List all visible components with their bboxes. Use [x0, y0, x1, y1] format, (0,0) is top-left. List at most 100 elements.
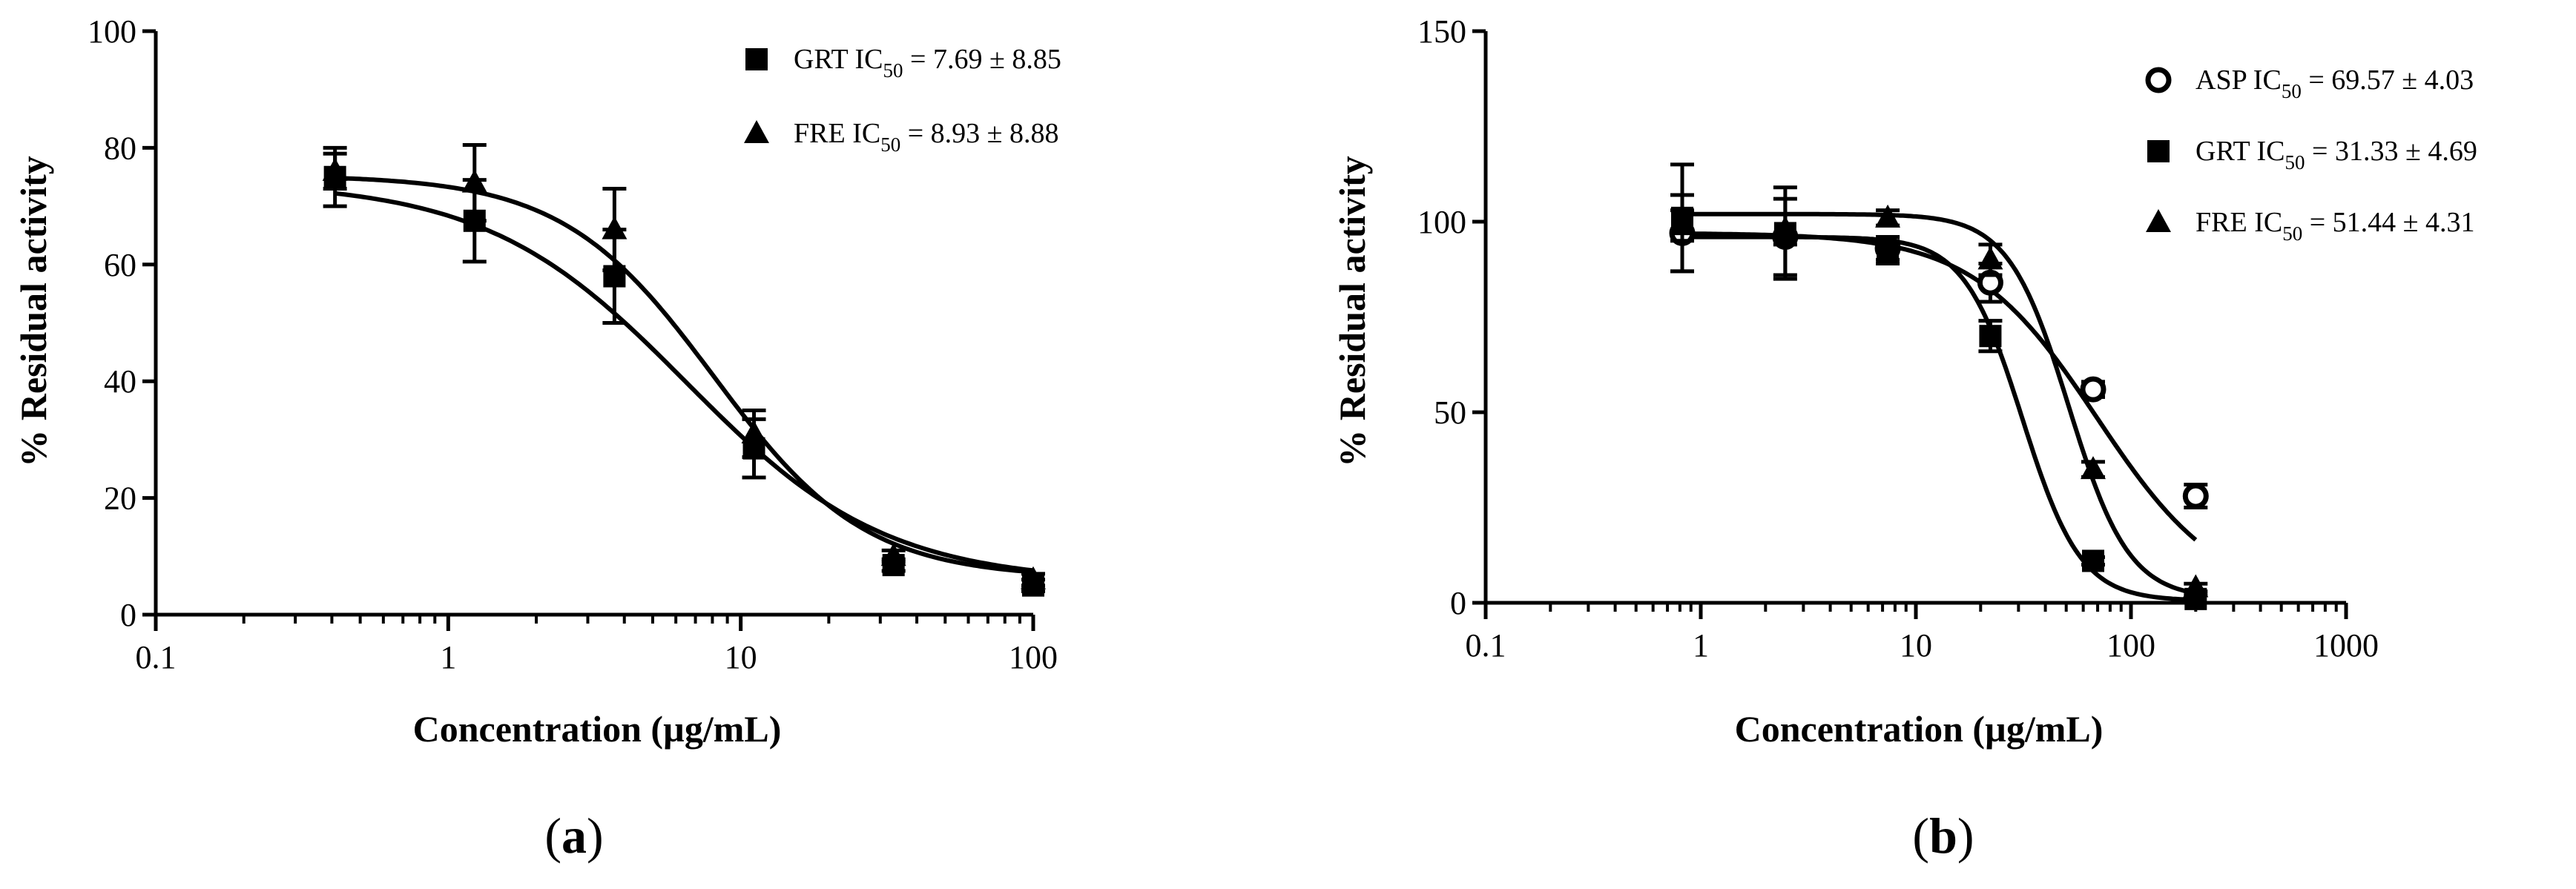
- legend-label-subscript: 50: [883, 59, 903, 82]
- legend-label-suffix: = 31.33 ± 4.69: [2305, 136, 2477, 167]
- data-point-asp: [2182, 483, 2209, 509]
- panel-a-data-points: [322, 142, 1046, 597]
- x-tick-label: 100: [2106, 627, 2155, 664]
- legend-marker-triangle: [744, 120, 769, 143]
- panel-b-label-letter: b: [1929, 807, 1957, 864]
- panel-a-y-axis-label: % Residual activity: [13, 156, 54, 466]
- y-tick-label: 60: [104, 247, 136, 283]
- data-point-fre: [602, 186, 627, 273]
- legend-label: FRE IC50 = 8.93 ± 8.88: [794, 118, 1059, 156]
- x-tick-label: 10: [725, 639, 757, 675]
- marker-square: [2081, 549, 2104, 572]
- data-point-grt: [1876, 239, 1900, 266]
- legend-marker-triangle: [2146, 209, 2171, 232]
- marker-triangle: [602, 216, 627, 239]
- data-point-fre: [1977, 242, 2003, 277]
- marker-triangle: [741, 420, 767, 444]
- data-point-grt: [1978, 319, 2003, 354]
- legend-label: GRT IC50 = 31.33 ± 4.69: [2195, 136, 2477, 173]
- fit-curve-grt: [335, 191, 1034, 573]
- legend-label-subscript: 50: [880, 133, 900, 156]
- panel-b-fit-curves: [1682, 211, 2198, 603]
- x-tick-label: 1: [440, 639, 456, 675]
- legend-label-prefix: FRE IC: [2195, 207, 2282, 238]
- legend-label-suffix: = 8.93 ± 8.88: [900, 118, 1058, 149]
- x-tick-label: 0.1: [1466, 627, 1506, 664]
- panel-a-label: (a): [544, 807, 603, 864]
- fit-curve-asp: [1682, 231, 2198, 542]
- legend-item-grt: GRT IC50 = 31.33 ± 4.69: [2147, 136, 2477, 173]
- legend-label-suffix: = 69.57 ± 4.03: [2302, 65, 2474, 96]
- data-point-asp: [2080, 376, 2106, 403]
- panel-b-chart: % Residual activity Concentration (µg/mL…: [1331, 13, 2477, 864]
- marker-triangle: [461, 169, 487, 193]
- legend-item-fre: FRE IC50 = 51.44 ± 4.31: [2146, 207, 2475, 245]
- panel-a-axes: 0 20 40 60 80 100 0.1 1 10 100: [88, 13, 1058, 675]
- marker-triangle: [1875, 204, 1901, 228]
- data-point-fre: [2183, 574, 2209, 598]
- panel-b-axes: 0 50 100 150 0.1 1 10 100 1000: [1417, 13, 2379, 664]
- legend-label-prefix: GRT IC: [2195, 136, 2285, 167]
- panel-b-label: (b): [1912, 807, 1974, 864]
- legend-label-prefix: ASP IC: [2195, 65, 2282, 96]
- panel-a-x-axis-label: Concentration (µg/mL): [413, 708, 782, 750]
- y-tick-label: 20: [104, 480, 136, 517]
- marker-square: [1877, 241, 1900, 264]
- data-point-grt: [2081, 549, 2105, 572]
- panel-b-data-points: [1669, 162, 2209, 610]
- y-tick-label: 0: [1450, 585, 1466, 621]
- fit-curve-grt: [1682, 234, 2196, 603]
- marker-triangle: [1772, 216, 1798, 239]
- marker-triangle: [1670, 212, 1696, 236]
- marker-triangle: [2183, 574, 2209, 598]
- y-tick-label: 100: [1417, 204, 1466, 240]
- marker-circle: [2182, 483, 2209, 509]
- legend-label-subscript: 50: [2282, 222, 2302, 245]
- data-point-fre: [2080, 456, 2106, 480]
- y-tick-label: 0: [120, 597, 136, 633]
- y-tick-label: 100: [88, 13, 136, 50]
- legend-item-fre: FRE IC50 = 8.93 ± 8.88: [744, 118, 1059, 156]
- legend-label-subscript: 50: [2285, 151, 2305, 173]
- marker-square: [1979, 325, 2002, 348]
- legend-marker-square: [2147, 140, 2170, 162]
- x-tick-label: 0.1: [136, 639, 177, 675]
- legend-marker-square: [745, 48, 768, 70]
- legend-label: GRT IC50 = 7.69 ± 8.85: [794, 44, 1061, 82]
- y-tick-label: 40: [104, 363, 136, 400]
- panel-a-label-letter: a: [561, 807, 587, 864]
- marker-circle: [2080, 376, 2106, 403]
- legend-label-suffix: = 51.44 ± 4.31: [2302, 207, 2474, 238]
- legend-item-grt: GRT IC50 = 7.69 ± 8.85: [745, 44, 1061, 82]
- panel-b-y-axis-label: % Residual activity: [1331, 156, 1373, 466]
- panel-a-chart: % Residual activity Concentration (µg/mL…: [13, 13, 1061, 864]
- legend-label-suffix: = 7.69 ± 8.85: [903, 44, 1061, 75]
- marker-triangle: [322, 157, 348, 181]
- marker-triangle: [880, 543, 906, 566]
- legend-marker-circle: [2145, 67, 2172, 93]
- data-point-fre: [880, 543, 906, 566]
- data-point-fre: [741, 409, 767, 460]
- fit-curve-fre: [1682, 211, 2196, 596]
- fit-curve-fre: [335, 176, 1034, 575]
- marker-triangle: [1021, 566, 1046, 589]
- y-tick-label: 80: [104, 130, 136, 166]
- legend-label-prefix: GRT IC: [794, 44, 883, 75]
- marker-triangle: [1977, 246, 2003, 270]
- data-point-fre: [1772, 212, 1798, 247]
- x-tick-label: 100: [1009, 639, 1058, 675]
- panel-b-x-axis-label: Concentration (µg/mL): [1735, 708, 2104, 750]
- legend-label-subscript: 50: [2282, 80, 2302, 102]
- legend-item-asp: ASP IC50 = 69.57 ± 4.03: [2145, 65, 2474, 102]
- x-tick-label: 1000: [2313, 627, 2379, 664]
- data-point-fre: [1021, 566, 1046, 589]
- legend-label-prefix: FRE IC: [794, 118, 880, 149]
- panel-a-fit-curves: [335, 176, 1034, 575]
- x-tick-label: 10: [1900, 627, 1932, 664]
- marker-triangle: [2080, 456, 2106, 480]
- data-point-fre: [1875, 204, 1901, 228]
- data-point-fre: [322, 151, 348, 191]
